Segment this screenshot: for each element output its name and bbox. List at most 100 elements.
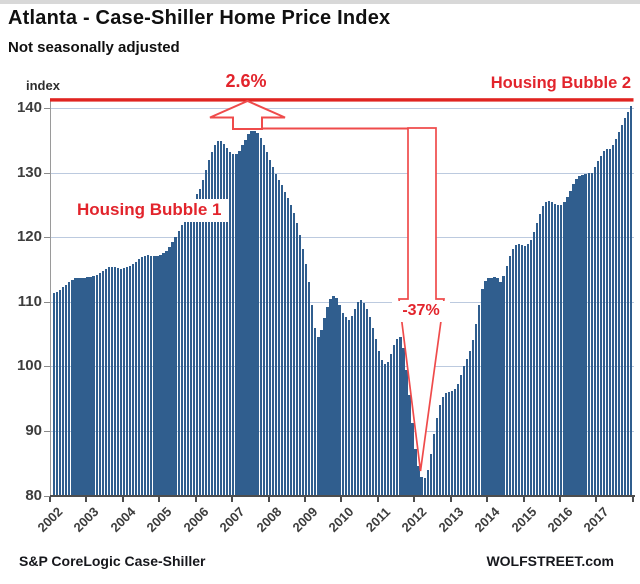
chart-bar xyxy=(347,319,350,496)
y-axis-label: 140 xyxy=(16,98,42,116)
chart-bar xyxy=(444,393,448,496)
chart-bar xyxy=(590,172,593,496)
y-axis-label: 90 xyxy=(25,421,42,439)
chart-bar xyxy=(308,282,311,496)
up-arrow xyxy=(209,99,286,130)
chart-bar xyxy=(289,205,293,496)
x-axis-year-label: 2015 xyxy=(508,503,540,536)
chart-bar xyxy=(420,477,423,496)
chart-bar xyxy=(368,317,372,496)
chart-bar xyxy=(292,213,296,496)
chart-bar xyxy=(581,175,584,496)
chart-bar xyxy=(238,150,241,496)
chart-bar xyxy=(232,154,235,496)
chart-bar xyxy=(529,240,533,496)
chart-bar xyxy=(566,197,569,496)
chart-bar xyxy=(353,308,356,496)
bubble2-peak-line xyxy=(50,98,634,102)
x-axis-tick xyxy=(231,496,234,502)
chart-bar xyxy=(523,246,527,496)
chart-bar xyxy=(423,478,426,496)
chart-bar xyxy=(481,288,484,496)
y-axis-label: 130 xyxy=(16,163,42,181)
x-axis-year-label: 2010 xyxy=(325,503,357,536)
chart-bar xyxy=(134,261,138,496)
chart-bar xyxy=(405,369,408,496)
chart-bar xyxy=(578,176,581,496)
annotation-pct-drop: -37% xyxy=(392,301,450,322)
x-axis-tick xyxy=(486,496,489,502)
chart-bar xyxy=(417,466,420,496)
chart-bar xyxy=(326,306,329,496)
chart-bar xyxy=(141,257,144,496)
annotation-bubble2: Housing Bubble 2 xyxy=(490,74,631,92)
annotation-pct-above: 2.6% xyxy=(225,71,267,91)
chart-bar xyxy=(475,324,478,496)
chart-bar xyxy=(584,173,587,496)
x-axis-year-label: 2014 xyxy=(471,503,503,536)
chart-bar xyxy=(611,145,615,496)
chart-bar xyxy=(311,304,314,496)
chart-bar xyxy=(614,138,618,496)
chart-bar xyxy=(380,359,384,496)
y-axis-tick xyxy=(44,107,50,109)
x-axis-year-label: 2009 xyxy=(289,503,321,536)
chart-bar xyxy=(177,231,180,496)
chart-bar xyxy=(365,308,369,496)
y-axis-label: 80 xyxy=(25,486,42,504)
chart-bar xyxy=(83,277,86,496)
chart-bar xyxy=(554,204,557,496)
chart-bar xyxy=(144,255,147,496)
page-title: Atlanta - Case-Shiller Home Price Index xyxy=(8,7,391,29)
chart-bar xyxy=(596,160,599,496)
x-axis-tick xyxy=(595,496,598,502)
x-axis-year-label: 2005 xyxy=(143,503,175,536)
chart-bar xyxy=(68,282,71,496)
x-axis-tick xyxy=(194,496,197,502)
chart-bar xyxy=(295,222,299,496)
chart-bar xyxy=(563,202,566,496)
chart-bar xyxy=(617,131,621,496)
chart-bar xyxy=(256,133,259,496)
chart-bar xyxy=(456,383,460,496)
chart-bar xyxy=(186,210,189,496)
chart-bar xyxy=(532,231,536,496)
chart-bar xyxy=(283,191,287,496)
chart-bar xyxy=(201,180,205,496)
chart-bar xyxy=(247,134,250,496)
chart-bar xyxy=(511,248,514,496)
chart-bar xyxy=(107,267,110,496)
chart-bar xyxy=(390,354,393,496)
chart-bar xyxy=(502,275,505,496)
chart-bar xyxy=(77,277,80,496)
chart-bar xyxy=(593,167,596,496)
chart-bar xyxy=(95,274,98,496)
chart-bar xyxy=(56,292,59,496)
chart-bar xyxy=(317,336,320,496)
x-axis-year-label: 2006 xyxy=(180,503,212,536)
chart-bar xyxy=(159,254,162,496)
chart-bar xyxy=(393,344,396,496)
chart-bar xyxy=(62,287,65,496)
chart-bar xyxy=(429,453,432,496)
chart-bar xyxy=(602,151,605,496)
chart-gridline xyxy=(50,172,634,174)
chart-bar xyxy=(356,302,359,496)
chart-bar xyxy=(210,151,214,496)
y-axis-label: 110 xyxy=(17,292,42,310)
x-axis-tick xyxy=(49,496,51,502)
chart-bar xyxy=(387,362,390,496)
chart-bar xyxy=(59,290,62,496)
chart-bar xyxy=(92,275,95,496)
chart-bar xyxy=(305,264,308,496)
chart-bar xyxy=(98,272,101,496)
chart-bar xyxy=(538,213,542,496)
x-axis-tick xyxy=(631,496,634,502)
x-axis-tick xyxy=(449,496,452,502)
chart-bar xyxy=(472,340,475,496)
chart-bar xyxy=(162,253,165,496)
chart-bar xyxy=(250,131,253,496)
chart-bar xyxy=(113,267,117,496)
chart-bar xyxy=(226,147,229,496)
